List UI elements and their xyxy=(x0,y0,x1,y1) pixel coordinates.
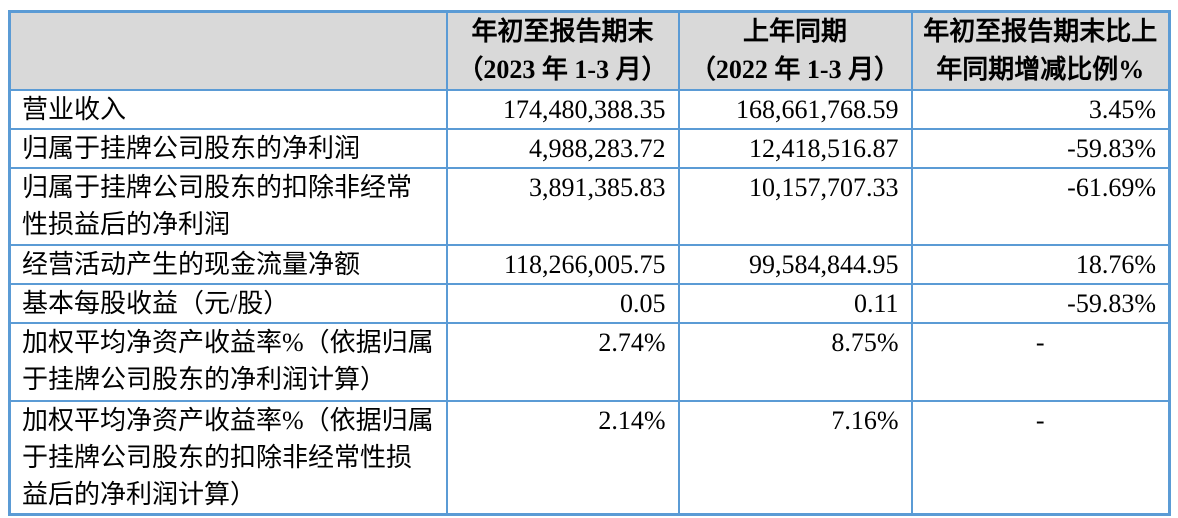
row-label: 加权平均净资产收益率%（依据归属于挂牌公司股东的净利润计算） xyxy=(8,322,448,402)
change-value: - xyxy=(910,400,1171,516)
table-row-operating-cash-flow: 经营活动产生的现金流量净额 118,266,005.75 99,584,844.… xyxy=(8,244,1171,285)
current-value: 2.74% xyxy=(445,322,680,402)
table-row-weighted-roe-deducted: 加权平均净资产收益率%（依据归属于挂牌公司股东的扣除非经常性损益后的净利润计算）… xyxy=(8,400,1171,516)
change-value: -61.69% xyxy=(910,167,1171,246)
header-prior-period: 上年同期 （2022 年 1-3 月） xyxy=(677,10,913,91)
table-row-net-profit-deducted: 归属于挂牌公司股东的扣除非经常性损益后的净利润 3,891,385.83 10,… xyxy=(8,167,1171,246)
header-line: （2022 年 1-3 月） xyxy=(689,55,901,84)
header-change-ratio: 年初至报告期末比上 年同期增减比例% xyxy=(910,10,1171,91)
table-row-revenue: 营业收入 174,480,388.35 168,661,768.59 3.45% xyxy=(8,89,1171,130)
current-value: 4,988,283.72 xyxy=(445,128,680,169)
prior-value: 99,584,844.95 xyxy=(677,244,913,285)
row-label: 经营活动产生的现金流量净额 xyxy=(8,244,448,285)
current-value: 3,891,385.83 xyxy=(445,167,680,246)
table-row-weighted-roe: 加权平均净资产收益率%（依据归属于挂牌公司股东的净利润计算） 2.74% 8.7… xyxy=(8,322,1171,402)
change-value: -59.83% xyxy=(910,128,1171,169)
header-empty-cell xyxy=(8,10,448,91)
current-value: 174,480,388.35 xyxy=(445,89,680,130)
header-line: 年初至报告期末比上 xyxy=(923,17,1158,46)
prior-value: 0.11 xyxy=(677,283,913,324)
row-label: 归属于挂牌公司股东的净利润 xyxy=(8,128,448,169)
row-label: 营业收入 xyxy=(8,89,448,130)
header-line: 年初至报告期末 xyxy=(471,17,654,46)
table-row-eps: 基本每股收益（元/股） 0.05 0.11 -59.83% xyxy=(8,283,1171,324)
current-value: 0.05 xyxy=(445,283,680,324)
change-value: 3.45% xyxy=(910,89,1171,130)
change-value: -59.83% xyxy=(910,283,1171,324)
table-header: 年初至报告期末 （2023 年 1-3 月） 上年同期 （2022 年 1-3 … xyxy=(8,10,1171,91)
row-label: 基本每股收益（元/股） xyxy=(8,283,448,324)
change-value: - xyxy=(910,322,1171,402)
header-line: 上年同期 xyxy=(742,17,847,46)
prior-value: 12,418,516.87 xyxy=(677,128,913,169)
table-body: 营业收入 174,480,388.35 168,661,768.59 3.45%… xyxy=(8,89,1171,516)
table-row-net-profit: 归属于挂牌公司股东的净利润 4,988,283.72 12,418,516.87… xyxy=(8,128,1171,169)
row-label: 归属于挂牌公司股东的扣除非经常性损益后的净利润 xyxy=(8,167,448,246)
header-current-period: 年初至报告期末 （2023 年 1-3 月） xyxy=(445,10,680,91)
row-label: 加权平均净资产收益率%（依据归属于挂牌公司股东的扣除非经常性损益后的净利润计算） xyxy=(8,400,448,516)
prior-value: 7.16% xyxy=(677,400,913,516)
header-line: （2023 年 1-3 月） xyxy=(457,55,668,84)
financial-summary-table: 年初至报告期末 （2023 年 1-3 月） 上年同期 （2022 年 1-3 … xyxy=(8,10,1171,516)
prior-value: 168,661,768.59 xyxy=(677,89,913,130)
prior-value: 8.75% xyxy=(677,322,913,402)
change-value: 18.76% xyxy=(910,244,1171,285)
current-value: 2.14% xyxy=(445,400,680,516)
header-line: 年同期增减比例% xyxy=(936,55,1145,84)
current-value: 118,266,005.75 xyxy=(445,244,680,285)
prior-value: 10,157,707.33 xyxy=(677,167,913,246)
header-row: 年初至报告期末 （2023 年 1-3 月） 上年同期 （2022 年 1-3 … xyxy=(8,10,1171,91)
